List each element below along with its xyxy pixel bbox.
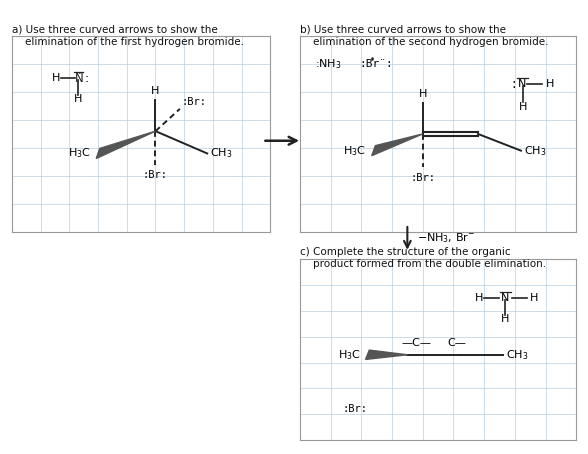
- Text: :Br:: :Br:: [410, 173, 435, 183]
- Text: :Br:: :Br:: [181, 97, 206, 107]
- Text: N: N: [501, 293, 509, 303]
- Text: H: H: [475, 293, 484, 303]
- Text: C—: C—: [447, 338, 466, 348]
- Text: CH$_3$: CH$_3$: [524, 144, 546, 158]
- Text: CH$_3$: CH$_3$: [210, 147, 233, 160]
- Text: b) Use three curved arrows to show the
    elimination of the second hydrogen br: b) Use three curved arrows to show the e…: [300, 25, 549, 47]
- Text: CH$_3$: CH$_3$: [506, 348, 528, 362]
- Text: H: H: [519, 102, 527, 112]
- Text: c) Complete the structure of the organic
    product formed from the double elim: c) Complete the structure of the organic…: [300, 247, 546, 269]
- Text: H: H: [74, 94, 83, 104]
- Text: :NH$_3$: :NH$_3$: [315, 57, 342, 71]
- Text: :: :: [512, 77, 516, 91]
- Text: :: :: [84, 72, 88, 84]
- Text: H: H: [546, 79, 554, 89]
- Text: H$_3$C: H$_3$C: [343, 144, 366, 158]
- Text: :Br:: :Br:: [343, 404, 368, 414]
- Text: H: H: [501, 314, 509, 324]
- Text: a) Use three curved arrows to show the
    elimination of the first hydrogen bro: a) Use three curved arrows to show the e…: [12, 25, 244, 47]
- Text: N: N: [518, 79, 526, 89]
- Text: H: H: [151, 86, 160, 96]
- Polygon shape: [96, 131, 155, 158]
- Text: H$_3$C: H$_3$C: [68, 147, 91, 160]
- Text: :Br̈:: :Br̈:: [360, 59, 393, 69]
- Text: H$_3$C: H$_3$C: [338, 348, 361, 362]
- Text: Ṅ: Ṅ: [75, 72, 83, 84]
- Text: H: H: [52, 73, 61, 83]
- Text: −NH$_3$, Br$^{-}$: −NH$_3$, Br$^{-}$: [416, 232, 475, 245]
- Polygon shape: [366, 350, 407, 360]
- Text: —C—: —C—: [402, 338, 432, 348]
- Text: H: H: [530, 293, 539, 303]
- Polygon shape: [372, 134, 423, 156]
- Text: H: H: [419, 89, 427, 99]
- Text: :Br:: :Br:: [143, 170, 168, 180]
